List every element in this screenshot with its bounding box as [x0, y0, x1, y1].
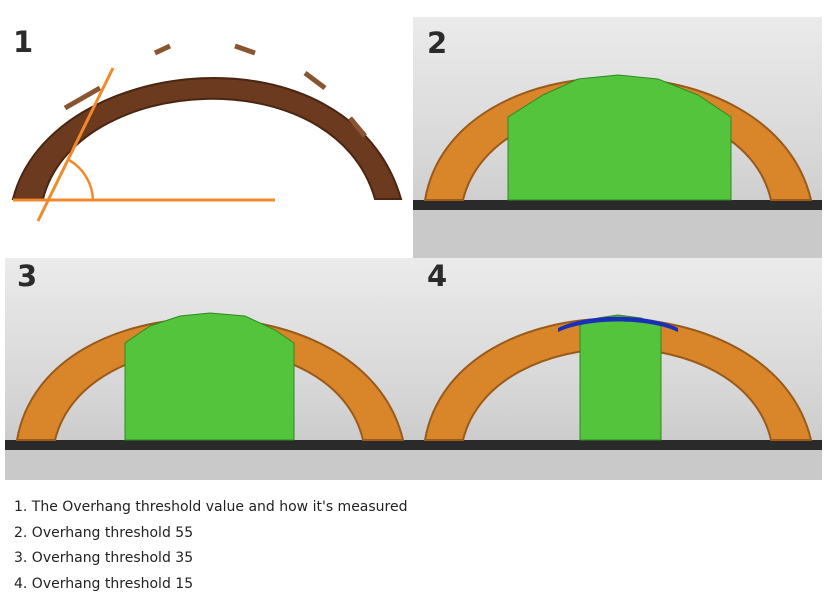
support-preview-55 [413, 17, 822, 258]
panel-number: 3 [17, 262, 37, 291]
caption-item: 4. Overhang threshold 15 [14, 574, 408, 599]
caption-item: 1. The Overhang threshold value and how … [14, 497, 408, 523]
panel-1-angle-diagram: 1 [5, 18, 405, 248]
build-plate [413, 440, 822, 450]
build-plate [413, 200, 822, 210]
arch-angle-illustration [5, 18, 405, 248]
panel-4-threshold-15: 4 [413, 258, 822, 480]
panel-3-threshold-35: 3 [5, 258, 413, 480]
dark-arch [13, 78, 401, 199]
panel-number: 1 [13, 28, 33, 57]
panel-2-threshold-55: 2 [413, 17, 822, 258]
caption-list: 1. The Overhang threshold value and how … [14, 497, 408, 599]
panel-number: 4 [427, 262, 447, 291]
build-plate [5, 440, 413, 450]
angle-arc [69, 160, 93, 200]
support-preview-15 [413, 258, 822, 480]
caption-item: 3. Overhang threshold 35 [14, 548, 408, 574]
support-block [580, 315, 661, 440]
caption-item: 2. Overhang threshold 55 [14, 523, 408, 549]
support-preview-35 [5, 258, 413, 480]
support-block [125, 313, 294, 440]
panel-number: 2 [427, 29, 447, 58]
